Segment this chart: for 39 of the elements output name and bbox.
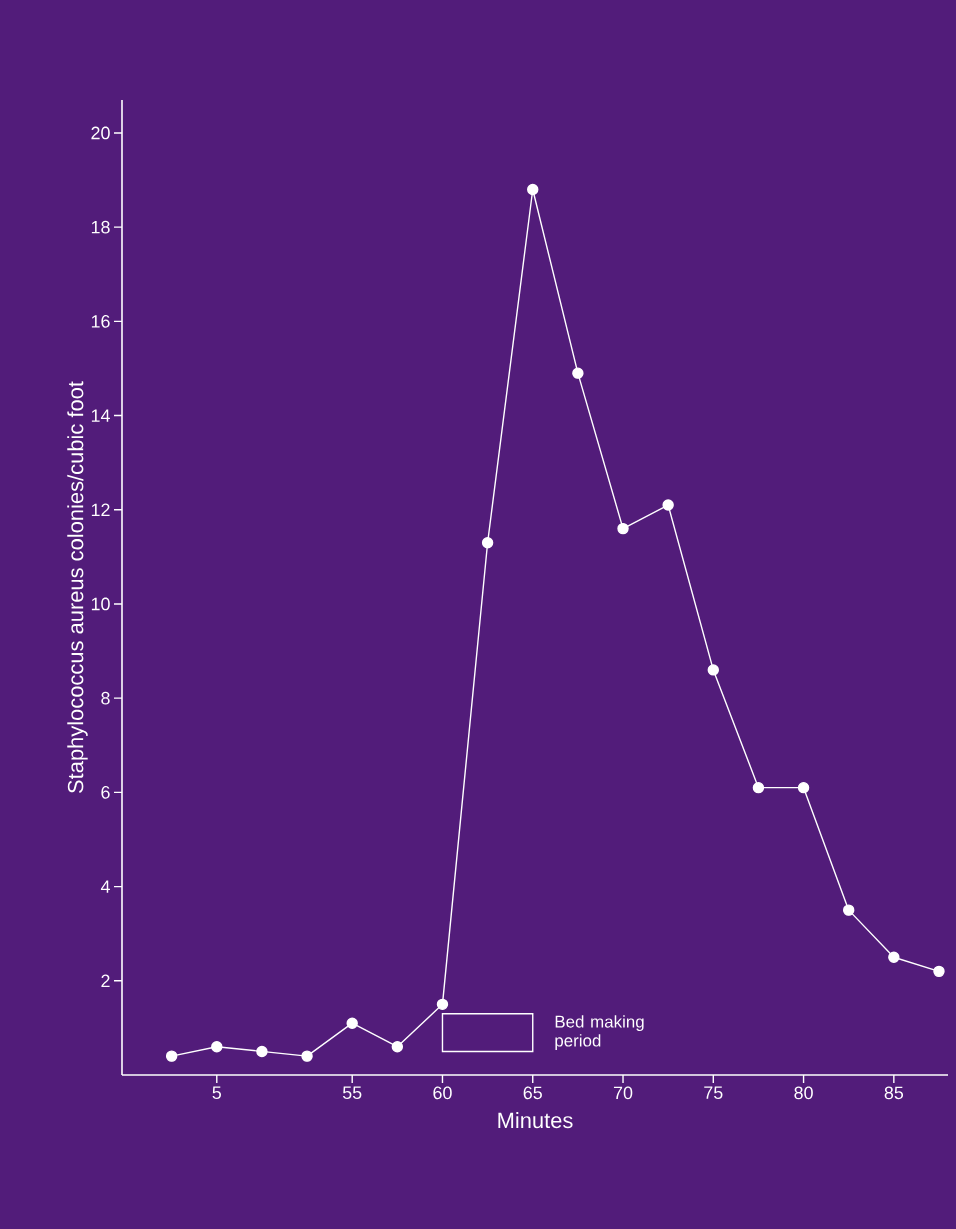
x-axis-title: Minutes [498, 1112, 573, 1129]
y-tick-label: 10 [91, 597, 110, 611]
x-tick-label: 5 [212, 1086, 222, 1100]
point [933, 965, 945, 978]
y-tick-label: 14 [91, 409, 110, 422]
x-tick-label: 60 [433, 1086, 452, 1100]
point [888, 951, 900, 963]
point [527, 183, 539, 196]
point [391, 1041, 404, 1053]
y-tick-label: 2 [101, 974, 110, 988]
y-tick-label: 12 [91, 503, 110, 517]
y-tick-label: 4 [100, 880, 110, 893]
point [211, 1041, 223, 1053]
point [481, 537, 494, 549]
y-tick-label: 18 [91, 220, 110, 234]
x-tick-label: 65 [523, 1086, 542, 1100]
point [572, 367, 584, 379]
x-tick-label: 55 [342, 1086, 362, 1100]
point [165, 1050, 178, 1062]
y-tick-label: 16 [91, 315, 110, 328]
x-tick-label: 70 [613, 1086, 633, 1100]
x-tick-label: 75 [704, 1086, 723, 1100]
point [752, 781, 765, 794]
annotation: Bed making period [555, 1015, 644, 1050]
point [301, 1050, 313, 1062]
point [662, 499, 674, 511]
point [843, 904, 855, 916]
x-tick-label: 85 [884, 1086, 904, 1100]
point [256, 1045, 268, 1058]
y-tick-label: 8 [101, 691, 110, 705]
x-tick-label: 80 [794, 1086, 813, 1100]
point [436, 998, 449, 1011]
point [707, 664, 719, 676]
y-axis-title: Staphylococcus aureus colonies/cubic foot [67, 381, 88, 793]
point [797, 781, 810, 794]
y-tick-label: 6 [101, 786, 110, 799]
point [617, 522, 629, 535]
point [346, 1017, 358, 1029]
y-tick-label: 20 [91, 126, 110, 140]
